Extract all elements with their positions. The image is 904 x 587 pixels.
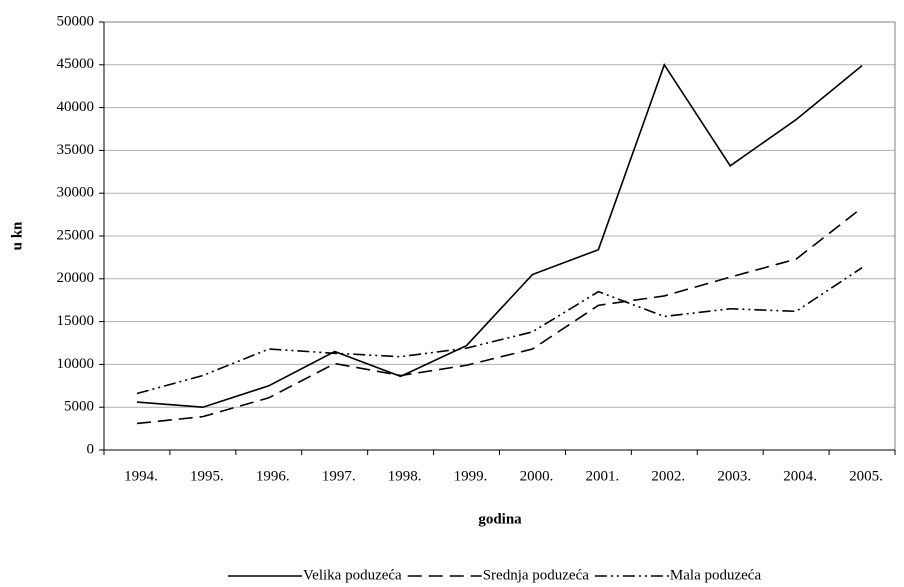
x-tick-label: 2000. <box>520 468 554 484</box>
y-tick-label: 10000 <box>57 356 95 372</box>
x-tick-label: 1996. <box>256 468 290 484</box>
y-tick-label: 0 <box>87 441 95 457</box>
x-tick-label: 2002. <box>651 468 685 484</box>
y-axis-title: u kn <box>9 221 25 250</box>
line-series <box>136 63 863 409</box>
y-tick-label: 50000 <box>57 13 95 29</box>
x-tick-label: 1995. <box>190 468 224 484</box>
legend-label: Velika poduzeća <box>303 567 402 583</box>
x-tick-label: 1997. <box>322 468 356 484</box>
x-tick-label: 1999. <box>454 468 488 484</box>
x-axis-title: godina <box>478 511 522 527</box>
x-tick-label: 2004. <box>783 468 817 484</box>
y-tick-label: 5000 <box>64 399 94 415</box>
x-tick-label: 1998. <box>388 468 422 484</box>
y-tick-label: 35000 <box>57 142 95 158</box>
y-tick-label: 25000 <box>57 227 95 243</box>
x-tick-label: 1994. <box>124 468 158 484</box>
y-tick-label: 30000 <box>57 185 95 201</box>
line-series <box>136 207 863 425</box>
y-tick-label: 20000 <box>57 270 95 286</box>
x-tick-label: 2005. <box>849 468 883 484</box>
line-series <box>136 267 863 395</box>
legend-label: Mala poduzeća <box>670 567 762 583</box>
y-tick-label: 40000 <box>57 99 95 115</box>
y-tick-label: 45000 <box>57 56 95 72</box>
x-tick-label: 2003. <box>717 468 751 484</box>
x-tick-label: 2001. <box>586 468 620 484</box>
y-tick-label: 15000 <box>57 313 95 329</box>
legend-label: Srednja poduzeća <box>483 567 590 583</box>
